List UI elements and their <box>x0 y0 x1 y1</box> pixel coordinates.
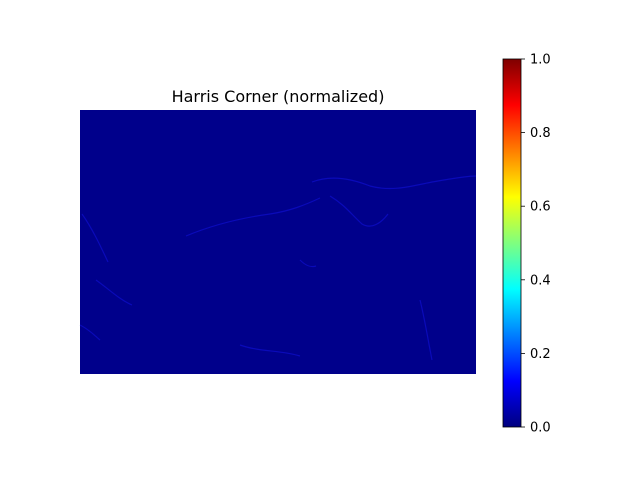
colorbar-tick-label: 0.4 <box>530 273 551 288</box>
corner-response-trace <box>419 299 433 361</box>
colorbar-gradient <box>503 59 521 427</box>
heatmap-background <box>80 110 476 374</box>
colorbar-tick-label: 0.8 <box>530 126 551 141</box>
colorbar-tick-label: 0.0 <box>530 421 551 436</box>
chart-title: Harris Corner (normalized) <box>172 87 385 106</box>
colorbar-tick-label: 0.2 <box>530 347 551 362</box>
corner-response-trace <box>79 324 101 341</box>
corner-response-trace <box>185 197 321 237</box>
corner-response-trace <box>329 195 389 227</box>
corner-response-trace <box>95 279 133 306</box>
colorbar-tick-label: 1.0 <box>530 53 551 68</box>
colorbar-tick-label: 0.6 <box>530 200 551 215</box>
heatmap-image <box>79 110 477 374</box>
corner-response-trace <box>81 213 109 263</box>
colorbar-frame <box>502 58 522 428</box>
colorbar: 0.0 0.2 0.4 0.6 0.8 1.0 <box>502 53 551 436</box>
corner-response-trace <box>311 175 477 190</box>
corner-response-trace <box>239 344 301 357</box>
corner-response-trace <box>299 259 317 268</box>
